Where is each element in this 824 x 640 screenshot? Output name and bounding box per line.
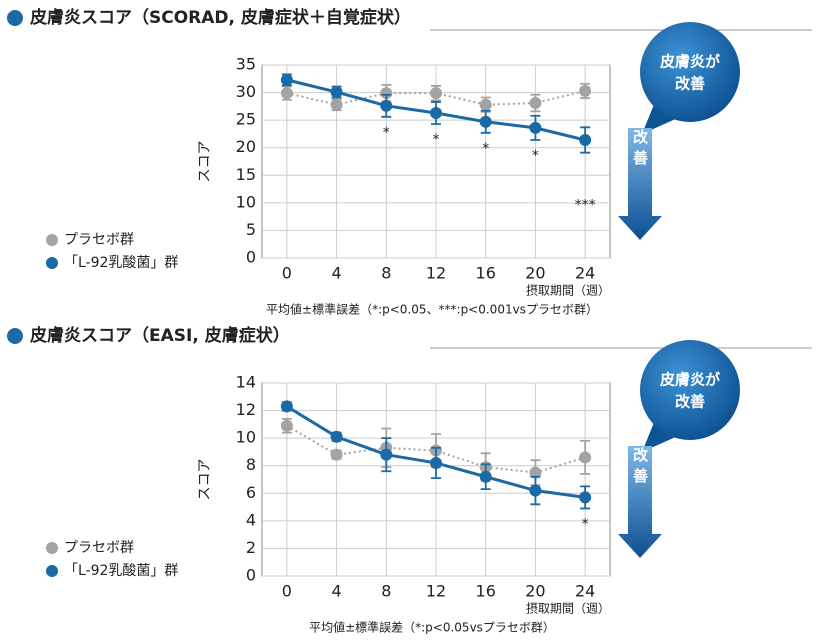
- data-point: [430, 456, 442, 469]
- data-point: [280, 419, 293, 432]
- x-tick-label: 4: [331, 582, 341, 601]
- data-point: [430, 87, 442, 100]
- y-axis-label: スコア: [197, 459, 213, 501]
- improve-arrow: [618, 446, 662, 558]
- y-tick-label: 5: [246, 220, 256, 239]
- significance-mark: *: [482, 141, 489, 157]
- x-tick-label: 24: [575, 264, 595, 283]
- section-title: 皮膚炎スコア（EASI, 皮膚症状）: [30, 325, 290, 346]
- title-bullet: [7, 328, 23, 344]
- legend-marker: [46, 565, 58, 577]
- y-tick-label: 0: [246, 248, 256, 267]
- data-point: [430, 106, 442, 119]
- data-point: [529, 484, 542, 497]
- y-tick-label: 14: [236, 373, 256, 392]
- arrow-label: 改善: [631, 128, 649, 171]
- improve-arrow: [618, 128, 662, 240]
- data-point: [479, 115, 492, 128]
- x-tick-label: 16: [476, 582, 496, 601]
- y-tick-label: 10: [236, 192, 256, 211]
- data-point: [579, 84, 592, 97]
- y-tick-label: 12: [236, 400, 256, 419]
- y-tick-label: 4: [246, 510, 256, 529]
- data-point: [280, 73, 293, 86]
- significance-mark: *: [383, 125, 390, 141]
- footnote: 平均値±標準誤差（*:p<0.05vsプラセボ群）: [309, 620, 555, 635]
- data-point: [529, 466, 542, 479]
- callout-text: 改善: [675, 75, 705, 93]
- x-tick-label: 24: [575, 582, 595, 601]
- y-axis-label: スコア: [197, 141, 213, 183]
- x-axis-label: 摂取期間（週）: [526, 601, 610, 616]
- data-point: [479, 470, 492, 483]
- x-tick-label: 12: [426, 582, 446, 601]
- section-title: 皮膚炎スコア（SCORAD, 皮膚症状＋自覚症状）: [30, 7, 411, 28]
- x-tick-label: 12: [426, 264, 446, 283]
- callout-text: 皮膚炎が: [660, 53, 721, 71]
- footnote: 平均値±標準誤差（*:p<0.05、***:p<0.001vsプラセボ群）: [266, 302, 598, 317]
- y-tick-label: 35: [236, 55, 256, 74]
- significance-mark: *: [582, 516, 589, 532]
- callout-bubble: [640, 22, 740, 122]
- legend-label: プラセボ群: [64, 232, 134, 248]
- data-point: [529, 97, 542, 110]
- x-axis-label: 摂取期間（週）: [526, 283, 610, 298]
- data-point: [380, 448, 393, 461]
- y-tick-label: 10: [236, 428, 256, 447]
- legend-marker: [46, 257, 58, 269]
- legend-label: 「L-92乳酸菌」群: [64, 563, 178, 579]
- callout-text: 改善: [675, 393, 705, 411]
- significance-mark: ***: [575, 198, 596, 214]
- data-point: [529, 121, 542, 134]
- significance-mark: *: [433, 132, 440, 148]
- data-point: [479, 98, 492, 111]
- y-tick-label: 25: [236, 110, 256, 129]
- y-tick-label: 20: [236, 137, 256, 156]
- callout-text: 皮膚炎が: [660, 371, 721, 389]
- legend-label: 「L-92乳酸菌」群: [64, 255, 178, 271]
- arrow-label: 改善: [631, 446, 649, 489]
- data-point: [330, 86, 343, 99]
- data-point: [280, 400, 293, 413]
- data-point: [380, 87, 393, 100]
- data-point: [380, 99, 393, 112]
- callout-tail: [642, 102, 680, 134]
- callout-tail: [642, 420, 680, 452]
- y-tick-label: 8: [246, 455, 256, 474]
- x-tick-label: 0: [282, 582, 292, 601]
- x-tick-label: 0: [282, 264, 292, 283]
- data-point: [579, 451, 592, 464]
- x-tick-label: 20: [525, 264, 545, 283]
- y-tick-label: 0: [246, 566, 256, 585]
- data-point: [579, 491, 592, 504]
- y-tick-label: 15: [236, 165, 256, 184]
- legend-label: プラセボ群: [64, 540, 134, 556]
- x-tick-label: 20: [525, 582, 545, 601]
- y-tick-label: 30: [236, 82, 256, 101]
- data-point: [280, 87, 293, 100]
- data-point: [330, 430, 343, 443]
- data-point: [330, 98, 343, 111]
- legend-marker: [46, 234, 58, 246]
- significance-mark: *: [532, 148, 539, 164]
- legend-marker: [46, 542, 58, 554]
- data-point: [579, 133, 592, 146]
- x-tick-label: 8: [381, 264, 391, 283]
- x-tick-label: 16: [476, 264, 496, 283]
- x-tick-label: 4: [331, 264, 341, 283]
- data-point: [330, 448, 343, 461]
- y-tick-label: 6: [246, 483, 256, 502]
- x-tick-label: 8: [381, 582, 391, 601]
- title-bullet: [7, 10, 23, 26]
- y-tick-label: 2: [246, 538, 256, 557]
- callout-bubble: [640, 340, 740, 440]
